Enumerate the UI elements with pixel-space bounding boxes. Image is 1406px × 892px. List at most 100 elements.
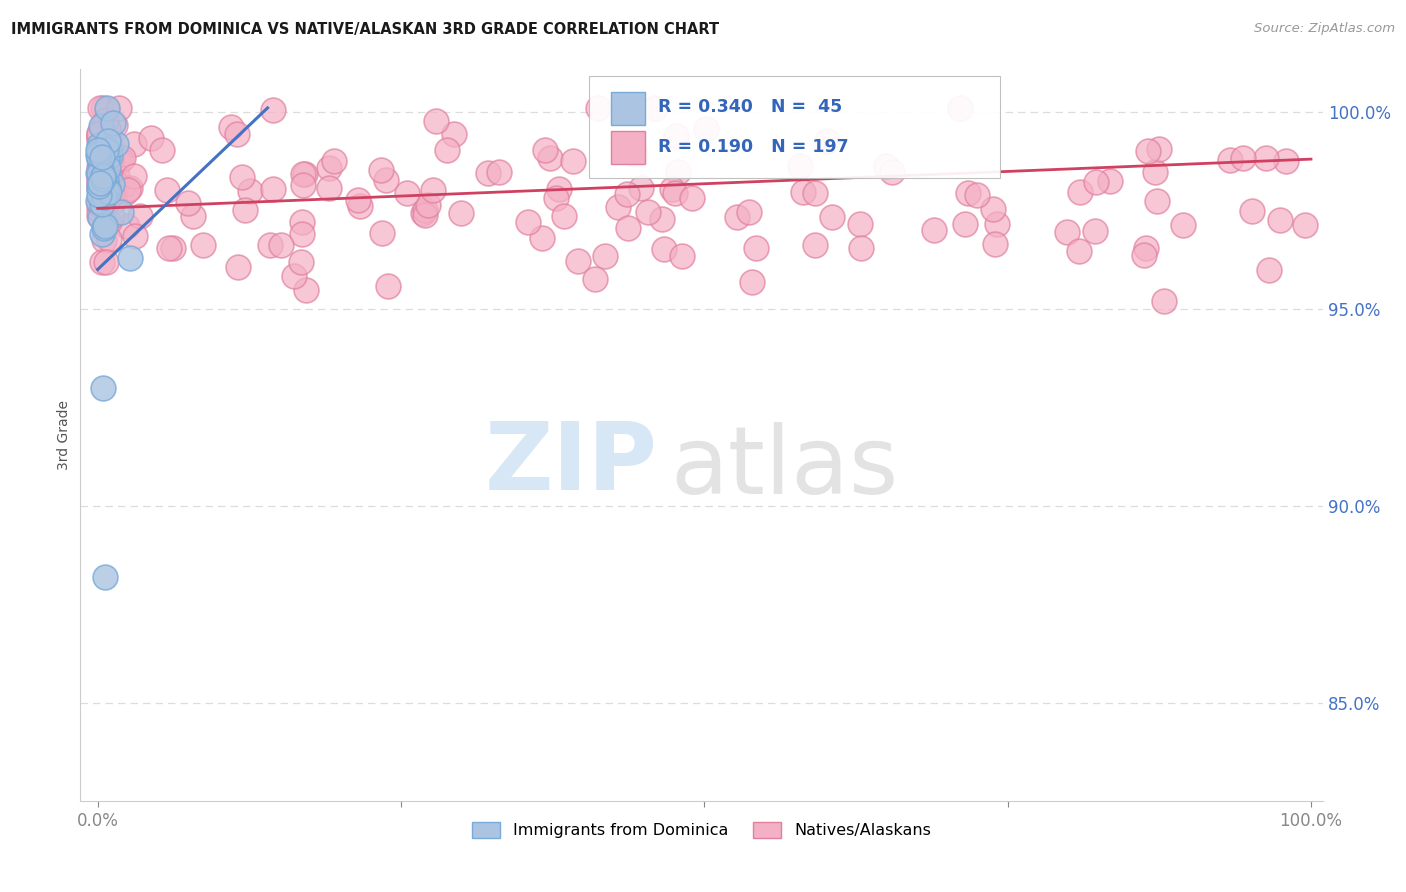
Point <box>1275 154 1298 169</box>
Point <box>103 176 125 190</box>
Point <box>517 215 540 229</box>
Point <box>725 211 748 225</box>
Point <box>90 196 112 211</box>
Point <box>90 227 112 242</box>
Point <box>129 209 152 223</box>
Point <box>666 165 689 179</box>
Point <box>695 121 717 136</box>
Point <box>87 143 110 157</box>
Point <box>89 101 111 115</box>
Point <box>97 170 120 185</box>
Point <box>637 204 659 219</box>
Point <box>91 171 114 186</box>
Point <box>96 112 118 127</box>
Point <box>100 153 122 168</box>
Point <box>89 187 111 202</box>
Point <box>94 196 117 211</box>
Point <box>110 205 132 219</box>
Point <box>162 241 184 255</box>
Point <box>1143 165 1166 179</box>
Point <box>1257 262 1279 277</box>
Point <box>111 178 134 193</box>
Point <box>606 201 628 215</box>
Point <box>117 183 139 197</box>
Point <box>108 101 131 115</box>
Point <box>981 202 1004 217</box>
Point <box>1240 204 1263 219</box>
Point <box>90 178 112 193</box>
Point <box>418 197 440 211</box>
Point <box>231 170 253 185</box>
Point <box>226 128 249 142</box>
Point <box>97 144 120 158</box>
Point <box>294 283 316 297</box>
Point <box>849 241 872 255</box>
Point <box>97 134 120 148</box>
Point <box>105 137 128 152</box>
Point <box>567 253 589 268</box>
Point <box>259 238 281 252</box>
Y-axis label: 3rd Grade: 3rd Grade <box>58 400 72 470</box>
Point <box>89 158 111 172</box>
Point <box>349 199 371 213</box>
Point <box>1135 241 1157 255</box>
Point <box>1137 144 1160 158</box>
Point <box>91 188 114 202</box>
Point <box>93 177 115 191</box>
Point <box>176 196 198 211</box>
Point <box>562 153 585 168</box>
Point <box>538 152 561 166</box>
Point <box>90 120 112 134</box>
Point <box>94 194 117 208</box>
FancyBboxPatch shape <box>610 92 645 125</box>
Point <box>94 154 117 169</box>
Point <box>789 159 811 173</box>
Point <box>93 161 115 176</box>
Point <box>1146 194 1168 208</box>
Point <box>97 129 120 144</box>
Point <box>983 237 1005 252</box>
Point <box>630 181 652 195</box>
Point <box>94 186 117 201</box>
Point <box>120 251 142 265</box>
Point <box>531 231 554 245</box>
Point <box>651 212 673 227</box>
Point <box>1084 175 1107 189</box>
Point <box>294 167 316 181</box>
Point <box>948 101 970 115</box>
Point <box>101 186 124 201</box>
Point <box>93 161 115 176</box>
Point <box>323 153 346 168</box>
Point <box>193 237 215 252</box>
Point <box>91 381 114 395</box>
Point <box>118 180 141 194</box>
Point <box>97 167 120 181</box>
Point <box>804 186 827 200</box>
Point <box>1254 151 1277 165</box>
Point <box>664 186 686 200</box>
Point <box>986 217 1008 231</box>
Point <box>89 130 111 145</box>
Point <box>96 151 118 165</box>
Point <box>616 186 638 201</box>
Point <box>89 144 111 158</box>
Point <box>90 178 112 193</box>
Point <box>262 103 284 117</box>
Point <box>413 208 436 222</box>
Point <box>90 199 112 213</box>
Point <box>89 138 111 153</box>
Point <box>1232 151 1254 165</box>
Point <box>1219 153 1241 168</box>
Point <box>93 219 115 234</box>
Point <box>150 143 173 157</box>
Point <box>98 149 121 163</box>
Point <box>105 169 128 183</box>
Point <box>370 162 392 177</box>
Point <box>94 143 117 157</box>
Point <box>97 161 120 175</box>
Point <box>87 202 110 217</box>
Point <box>1099 174 1122 188</box>
Point <box>89 192 111 206</box>
Point <box>96 173 118 187</box>
Point <box>583 271 606 285</box>
